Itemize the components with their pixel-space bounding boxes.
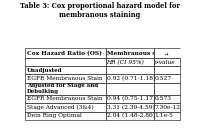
Text: Table 3: Cox proportional hazard model for
membranous staining: Table 3: Cox proportional hazard model f… <box>20 2 180 19</box>
